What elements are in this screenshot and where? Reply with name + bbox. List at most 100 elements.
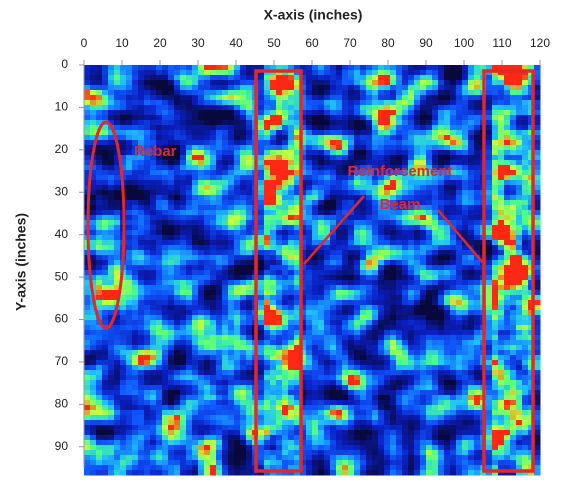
scan-cell <box>282 235 289 241</box>
scan-cell <box>174 325 181 331</box>
scan-cell <box>246 105 253 111</box>
scan-cell <box>132 265 139 271</box>
scan-cell <box>504 265 511 271</box>
scan-cell <box>492 105 499 111</box>
scan-cell <box>426 210 433 216</box>
scan-cell <box>516 130 523 136</box>
scan-cell <box>204 335 211 341</box>
scan-cell <box>510 200 517 206</box>
scan-cell <box>468 90 475 96</box>
scan-cell <box>420 135 427 141</box>
scan-cell <box>360 245 367 251</box>
scan-cell <box>210 240 217 246</box>
scan-cell <box>372 190 379 196</box>
scan-cell <box>144 160 151 166</box>
scan-cell <box>336 310 343 316</box>
scan-cell <box>426 370 433 376</box>
scan-cell <box>474 385 481 391</box>
scan-cell <box>126 135 133 141</box>
scan-cell <box>162 285 169 291</box>
scan-cell <box>498 130 505 136</box>
scan-cell <box>498 160 505 166</box>
scan-cell <box>228 265 235 271</box>
scan-cell <box>270 330 277 336</box>
scan-cell <box>168 170 175 176</box>
scan-cell <box>216 215 223 221</box>
scan-cell <box>198 140 205 146</box>
scan-cell <box>378 335 385 341</box>
scan-cell <box>462 80 469 86</box>
scan-cell <box>90 360 97 366</box>
scan-cell <box>312 255 319 261</box>
scan-cell <box>192 110 199 116</box>
scan-cell <box>276 290 283 296</box>
scan-cell <box>312 370 319 376</box>
scan-cell <box>432 345 439 351</box>
scan-cell <box>378 255 385 261</box>
scan-cell <box>186 325 193 331</box>
scan-cell <box>360 90 367 96</box>
scan-cell <box>306 85 313 91</box>
scan-cell <box>408 385 415 391</box>
scan-cell <box>102 285 109 291</box>
scan-cell <box>492 300 499 306</box>
scan-cell <box>486 275 493 281</box>
scan-cell <box>462 340 469 346</box>
scan-cell <box>216 115 223 121</box>
scan-cell <box>360 265 367 271</box>
scan-cell <box>132 375 139 381</box>
scan-cell <box>102 65 109 71</box>
scan-cell <box>306 95 313 101</box>
scan-cell <box>372 335 379 341</box>
scan-cell <box>516 140 523 146</box>
scan-cell <box>234 145 241 151</box>
scan-cell <box>468 305 475 311</box>
scan-cell <box>402 215 409 221</box>
scan-cell <box>288 150 295 156</box>
scan-cell <box>354 85 361 91</box>
scan-cell <box>492 385 499 391</box>
scan-cell <box>372 105 379 111</box>
scan-cell <box>234 330 241 336</box>
scan-cell <box>432 100 439 106</box>
scan-cell <box>162 235 169 241</box>
scan-cell <box>90 325 97 331</box>
scan-cell <box>216 240 223 246</box>
scan-cell <box>246 310 253 316</box>
scan-cell <box>438 200 445 206</box>
scan-cell <box>390 335 397 341</box>
scan-cell <box>468 280 475 286</box>
scan-cell <box>204 155 211 161</box>
scan-cell <box>396 140 403 146</box>
scan-cell <box>234 110 241 116</box>
scan-cell <box>360 285 367 291</box>
scan-cell <box>180 255 187 261</box>
scan-cell <box>234 280 241 286</box>
scan-image <box>84 65 541 476</box>
scan-cell <box>414 315 421 321</box>
scan-cell <box>156 120 163 126</box>
scan-cell <box>180 150 187 156</box>
scan-cell <box>534 125 541 131</box>
scan-cell <box>204 245 211 251</box>
scan-cell <box>492 365 499 371</box>
scan-cell <box>450 245 457 251</box>
scan-cell <box>378 355 385 361</box>
scan-cell <box>174 205 181 211</box>
scan-cell <box>90 120 97 126</box>
scan-cell <box>432 230 439 236</box>
scan-cell <box>522 80 529 86</box>
scan-cell <box>462 120 469 126</box>
scan-cell <box>360 215 367 221</box>
scan-cell <box>516 120 523 126</box>
scan-cell <box>150 330 157 336</box>
scan-cell <box>156 280 163 286</box>
scan-cell <box>150 265 157 271</box>
scan-cell <box>456 200 463 206</box>
scan-cell <box>120 90 127 96</box>
scan-cell <box>420 195 427 201</box>
scan-cell <box>432 70 439 76</box>
scan-cell <box>474 235 481 241</box>
scan-cell <box>222 320 229 326</box>
scan-cell <box>210 275 217 281</box>
